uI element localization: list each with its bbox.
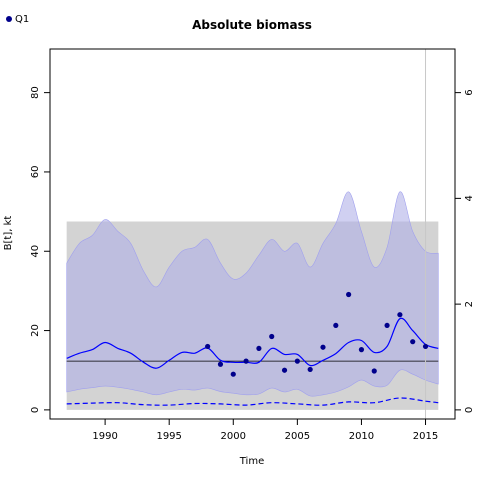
y-tick-label: 40	[30, 245, 41, 258]
x-tick-label: 1990	[92, 431, 117, 442]
data-point	[230, 371, 236, 377]
x-tick-label: 1995	[156, 431, 181, 442]
plot-frame	[49, 48, 456, 420]
y2-tick-label: 0	[464, 407, 475, 413]
legend-label-q1: Q1	[15, 14, 29, 25]
x-tick-label: 2005	[285, 431, 310, 442]
x-tick-label: 2015	[413, 431, 438, 442]
data-point	[384, 322, 390, 329]
data-point	[333, 322, 339, 329]
data-point	[269, 333, 275, 340]
x-axis-label: Time	[239, 456, 264, 467]
y-tick-label: 80	[30, 86, 41, 99]
y-tick-label: 0	[30, 407, 41, 413]
y2-tick-label: 2	[464, 301, 475, 307]
y-tick-label: 20	[30, 324, 41, 337]
data-point	[397, 312, 403, 318]
legend: Q1	[6, 14, 29, 25]
data-point	[217, 361, 224, 367]
y-axis-label: B[t], kt	[3, 216, 14, 251]
data-point	[243, 358, 249, 364]
data-point	[358, 347, 365, 353]
x-tick-label: 2000	[221, 431, 246, 442]
data-point	[294, 358, 300, 364]
plot-area	[66, 49, 439, 419]
data-point	[346, 291, 352, 298]
y2-tick-label: 4	[464, 195, 475, 201]
chart-title: Absolute biomass	[192, 18, 312, 32]
data-point	[320, 344, 326, 350]
data-point	[410, 339, 416, 345]
x-tick-label: 2010	[349, 431, 374, 442]
data-point	[371, 368, 377, 374]
lower-dashed-line	[66, 397, 439, 406]
y-tick-label: 60	[30, 166, 41, 179]
data-point	[205, 343, 211, 350]
data-point	[307, 366, 313, 373]
data-point	[422, 343, 429, 350]
data-point	[281, 367, 288, 373]
data-point	[256, 345, 262, 352]
y2-tick-label: 6	[464, 89, 475, 95]
median-line	[66, 317, 439, 369]
legend-marker-q1	[6, 16, 12, 22]
